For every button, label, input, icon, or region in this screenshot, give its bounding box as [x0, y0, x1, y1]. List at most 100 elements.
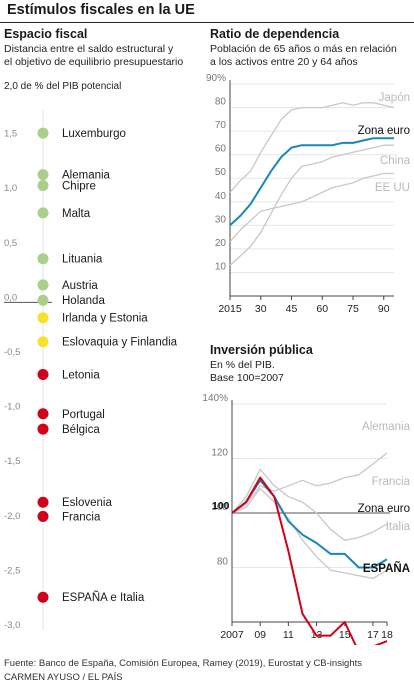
- ytick-label: 50: [215, 167, 227, 178]
- panel1-subtitle-line-2: el objetivo de equilibrio presupuestario: [4, 56, 184, 68]
- fiscal-space-chart: 1,5 1,0 0,5 0,0 -0,5 -1,0 -1,5 -2,0 -2,5 -3,0 Luxe…: [4, 110, 178, 631]
- panel1-unit-label: 2,0 de % del PIB potencial: [4, 81, 122, 92]
- ytick-label: 20: [215, 238, 227, 249]
- series-label: ESPAÑA: [363, 562, 410, 575]
- country-label: Portugal: [62, 409, 105, 421]
- country-label: Chipre: [62, 181, 96, 193]
- country-label: Holanda: [62, 295, 105, 307]
- country-label: Lituania: [62, 254, 103, 266]
- ytick-label: -2,0: [4, 511, 20, 522]
- country-dot: [37, 336, 49, 348]
- xtick-label: 15: [339, 629, 351, 641]
- series-line: [231, 468, 388, 541]
- title-divider: [0, 22, 414, 23]
- country-dot: [37, 253, 49, 265]
- ytick-label: 90%: [206, 73, 226, 84]
- xtick-label: 18: [381, 629, 393, 641]
- country-dot: [37, 279, 49, 291]
- xtick-label: 30: [255, 303, 267, 315]
- country-dot: [37, 496, 49, 508]
- xtick-label: 60: [316, 303, 328, 315]
- ytick-label: 140%: [202, 393, 228, 404]
- ytick-label: -2,5: [4, 565, 20, 576]
- ytick-label: 0,0: [4, 292, 17, 303]
- ytick-label: 60: [215, 144, 227, 155]
- country-dot: [37, 408, 49, 420]
- country-label: Alemania: [62, 170, 111, 182]
- country-dot: [37, 294, 49, 306]
- country-label: Luxemburgo: [62, 128, 126, 140]
- panel3-title: Inversión pública: [210, 343, 313, 357]
- footer-sources: Fuente: Banco de España, Comisión Europe…: [4, 658, 363, 669]
- country-label: Eslovenia: [62, 497, 112, 509]
- panel3-subtitle-line-1: En % del PIB.: [210, 359, 275, 371]
- country-label: Francia: [62, 511, 101, 523]
- ytick-label: 30: [215, 214, 227, 225]
- country-dot: [37, 312, 49, 324]
- series-line: [231, 479, 388, 569]
- series-line: [231, 487, 388, 580]
- xtick-label: 2007: [220, 629, 244, 641]
- panel2-title: Ratio de dependencia: [210, 27, 340, 41]
- series-label: Francia: [372, 476, 411, 488]
- base-100-label: 100: [212, 500, 230, 512]
- footer-credit: CARMEN AYUSO / EL PAÍS: [4, 672, 123, 683]
- country-label: Bélgica: [62, 424, 100, 436]
- xtick-label: 45: [286, 303, 298, 315]
- series-line: [231, 476, 388, 645]
- country-dot: [37, 127, 49, 139]
- ytick-label: 70: [215, 120, 227, 131]
- panel1-title: Espacio fiscal: [4, 27, 88, 41]
- xtick-label: 11: [283, 629, 294, 641]
- series-line: [229, 102, 395, 193]
- country-dot: [37, 423, 49, 435]
- country-label: Austria: [62, 280, 98, 292]
- ytick-label: 1,5: [4, 129, 17, 140]
- series-label: China: [380, 155, 411, 167]
- ytick-label: -1,0: [4, 402, 20, 413]
- panel2-subtitle-line-1: Población de 65 años o más en relación: [210, 43, 397, 55]
- xtick-label: 75: [347, 303, 359, 315]
- panel1-subtitle-line-1: Distancia entre el saldo estructural y: [4, 43, 174, 55]
- country-dot: [37, 207, 49, 219]
- ytick-label: 1,0: [4, 183, 17, 194]
- country-label: ESPAÑA e Italia: [62, 591, 145, 604]
- series-label: Italia: [386, 521, 411, 533]
- country-dot: [37, 169, 49, 181]
- series-line: [231, 452, 388, 514]
- ytick-label: -0,5: [4, 347, 20, 358]
- panel3-subtitle-line-2: Base 100=2007: [210, 372, 284, 384]
- series-label: Zona euro: [358, 503, 410, 515]
- series-label: Alemania: [362, 421, 411, 433]
- series-label: EE UU: [375, 182, 410, 194]
- ytick-label: 100: [211, 502, 228, 513]
- country-label: Malta: [62, 208, 91, 220]
- panel2-subtitle: Población de 65 años o más en relación a…: [210, 43, 397, 69]
- ytick-label: 80: [215, 97, 227, 108]
- ytick-label: 40: [215, 191, 227, 202]
- country-label: Eslovaquia y Finlandia: [62, 337, 178, 349]
- ytick-label: -1,5: [4, 456, 20, 467]
- panel2-subtitle-line-2: a los activos entre 20 y 64 años: [210, 56, 358, 68]
- series-label: Zona euro: [358, 125, 410, 137]
- country-dot: [37, 591, 49, 603]
- ytick-label: 10: [215, 261, 227, 272]
- xtick-label: 90: [378, 303, 390, 315]
- xtick-label: 09: [254, 629, 266, 641]
- ytick-label: -3,0: [4, 620, 20, 631]
- dependency-ratio-chart: 10 20 30 40 50 60 70 80 90% 2015 30 45 60 75 90 Japón Ch…: [206, 73, 411, 315]
- series-line: [229, 172, 394, 243]
- ytick-label: 80: [217, 557, 229, 568]
- ytick-label: 0,5: [4, 238, 17, 249]
- country-dot: [37, 368, 49, 380]
- series-label: Japón: [379, 92, 410, 104]
- panel1-subtitle: Distancia entre el saldo estructural y e…: [4, 43, 183, 69]
- series-line: [229, 144, 394, 266]
- series-line: [229, 137, 394, 227]
- panel3-subtitle: En % del PIB. Base 100=2007: [210, 359, 284, 385]
- page-title: Estímulos fiscales en la UE: [7, 2, 195, 18]
- xtick-label: 17: [367, 629, 379, 641]
- xtick-label: 2015: [218, 303, 242, 315]
- country-dot: [37, 180, 49, 192]
